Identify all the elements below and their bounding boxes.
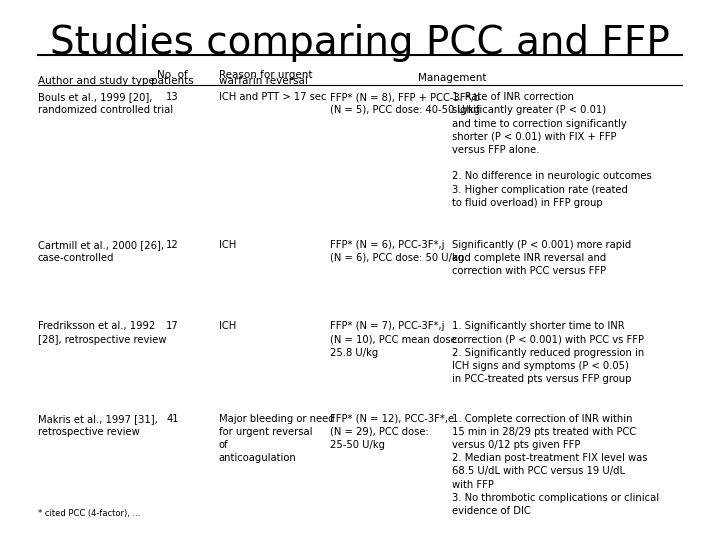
- Text: FFP* (N = 7), PCC-3F*,j
(N = 10), PCC mean dose:
25.8 U/kg: FFP* (N = 7), PCC-3F*,j (N = 10), PCC me…: [330, 321, 460, 358]
- Text: Reason for urgent: Reason for urgent: [218, 70, 312, 79]
- Text: Management: Management: [418, 73, 487, 83]
- Text: FFP* (N = 6), PCC-3F*,j
(N = 6), PCC dose: 50 U/kg: FFP* (N = 6), PCC-3F*,j (N = 6), PCC dos…: [330, 240, 464, 263]
- Text: ICH: ICH: [218, 240, 235, 250]
- Text: Makris et al., 1997 [31],
retrospective review: Makris et al., 1997 [31], retrospective …: [37, 414, 157, 437]
- Text: 1. Complete correction of INR within
15 min in 28/29 pts treated with PCC
versus: 1. Complete correction of INR within 15 …: [452, 414, 660, 516]
- Text: Fredriksson et al., 1992
[28], retrospective review: Fredriksson et al., 1992 [28], retrospec…: [37, 321, 166, 345]
- Text: Major bleeding or need
for urgent reversal
of
anticoagulation: Major bleeding or need for urgent revers…: [218, 414, 334, 463]
- Text: Studies comparing PCC and FFP: Studies comparing PCC and FFP: [50, 24, 670, 62]
- Text: 12: 12: [166, 240, 179, 250]
- Text: FFP* (N = 8), FFP + PCC-3F*,b
(N = 5), PCC dose: 40-50 U/kg: FFP* (N = 8), FFP + PCC-3F*,b (N = 5), P…: [330, 92, 481, 116]
- Text: * cited PCC (4-factor), ...: * cited PCC (4-factor), ...: [37, 509, 140, 517]
- Text: 41: 41: [166, 414, 179, 424]
- Text: 1. Rate of INR correction
significantly greater (P < 0.01)
and time to correctio: 1. Rate of INR correction significantly …: [452, 92, 652, 208]
- Text: No. of: No. of: [157, 70, 188, 79]
- Text: Author and study type: Author and study type: [37, 77, 154, 86]
- Text: 17: 17: [166, 321, 179, 332]
- Text: ICH: ICH: [218, 321, 235, 332]
- Text: 13: 13: [166, 92, 179, 102]
- Text: Bouls et al., 1999 [20],
randomized controlled trial: Bouls et al., 1999 [20], randomized cont…: [37, 92, 173, 116]
- Text: warfarin reversal: warfarin reversal: [218, 77, 307, 86]
- Text: FFP* (N = 12), PCC-3F*,e
(N = 29), PCC dose:
25-50 U/kg: FFP* (N = 12), PCC-3F*,e (N = 29), PCC d…: [330, 414, 454, 450]
- Text: 1. Significantly shorter time to INR
correction (P < 0.001) with PCC vs FFP
2. S: 1. Significantly shorter time to INR cor…: [452, 321, 644, 384]
- Text: ICH and PTT > 17 sec: ICH and PTT > 17 sec: [218, 92, 326, 102]
- Text: patients: patients: [151, 77, 194, 86]
- Text: Cartmill et al., 2000 [26],
case-controlled: Cartmill et al., 2000 [26], case-control…: [37, 240, 163, 263]
- Text: Significantly (P < 0.001) more rapid
and complete INR reversal and
correction wi: Significantly (P < 0.001) more rapid and…: [452, 240, 631, 276]
